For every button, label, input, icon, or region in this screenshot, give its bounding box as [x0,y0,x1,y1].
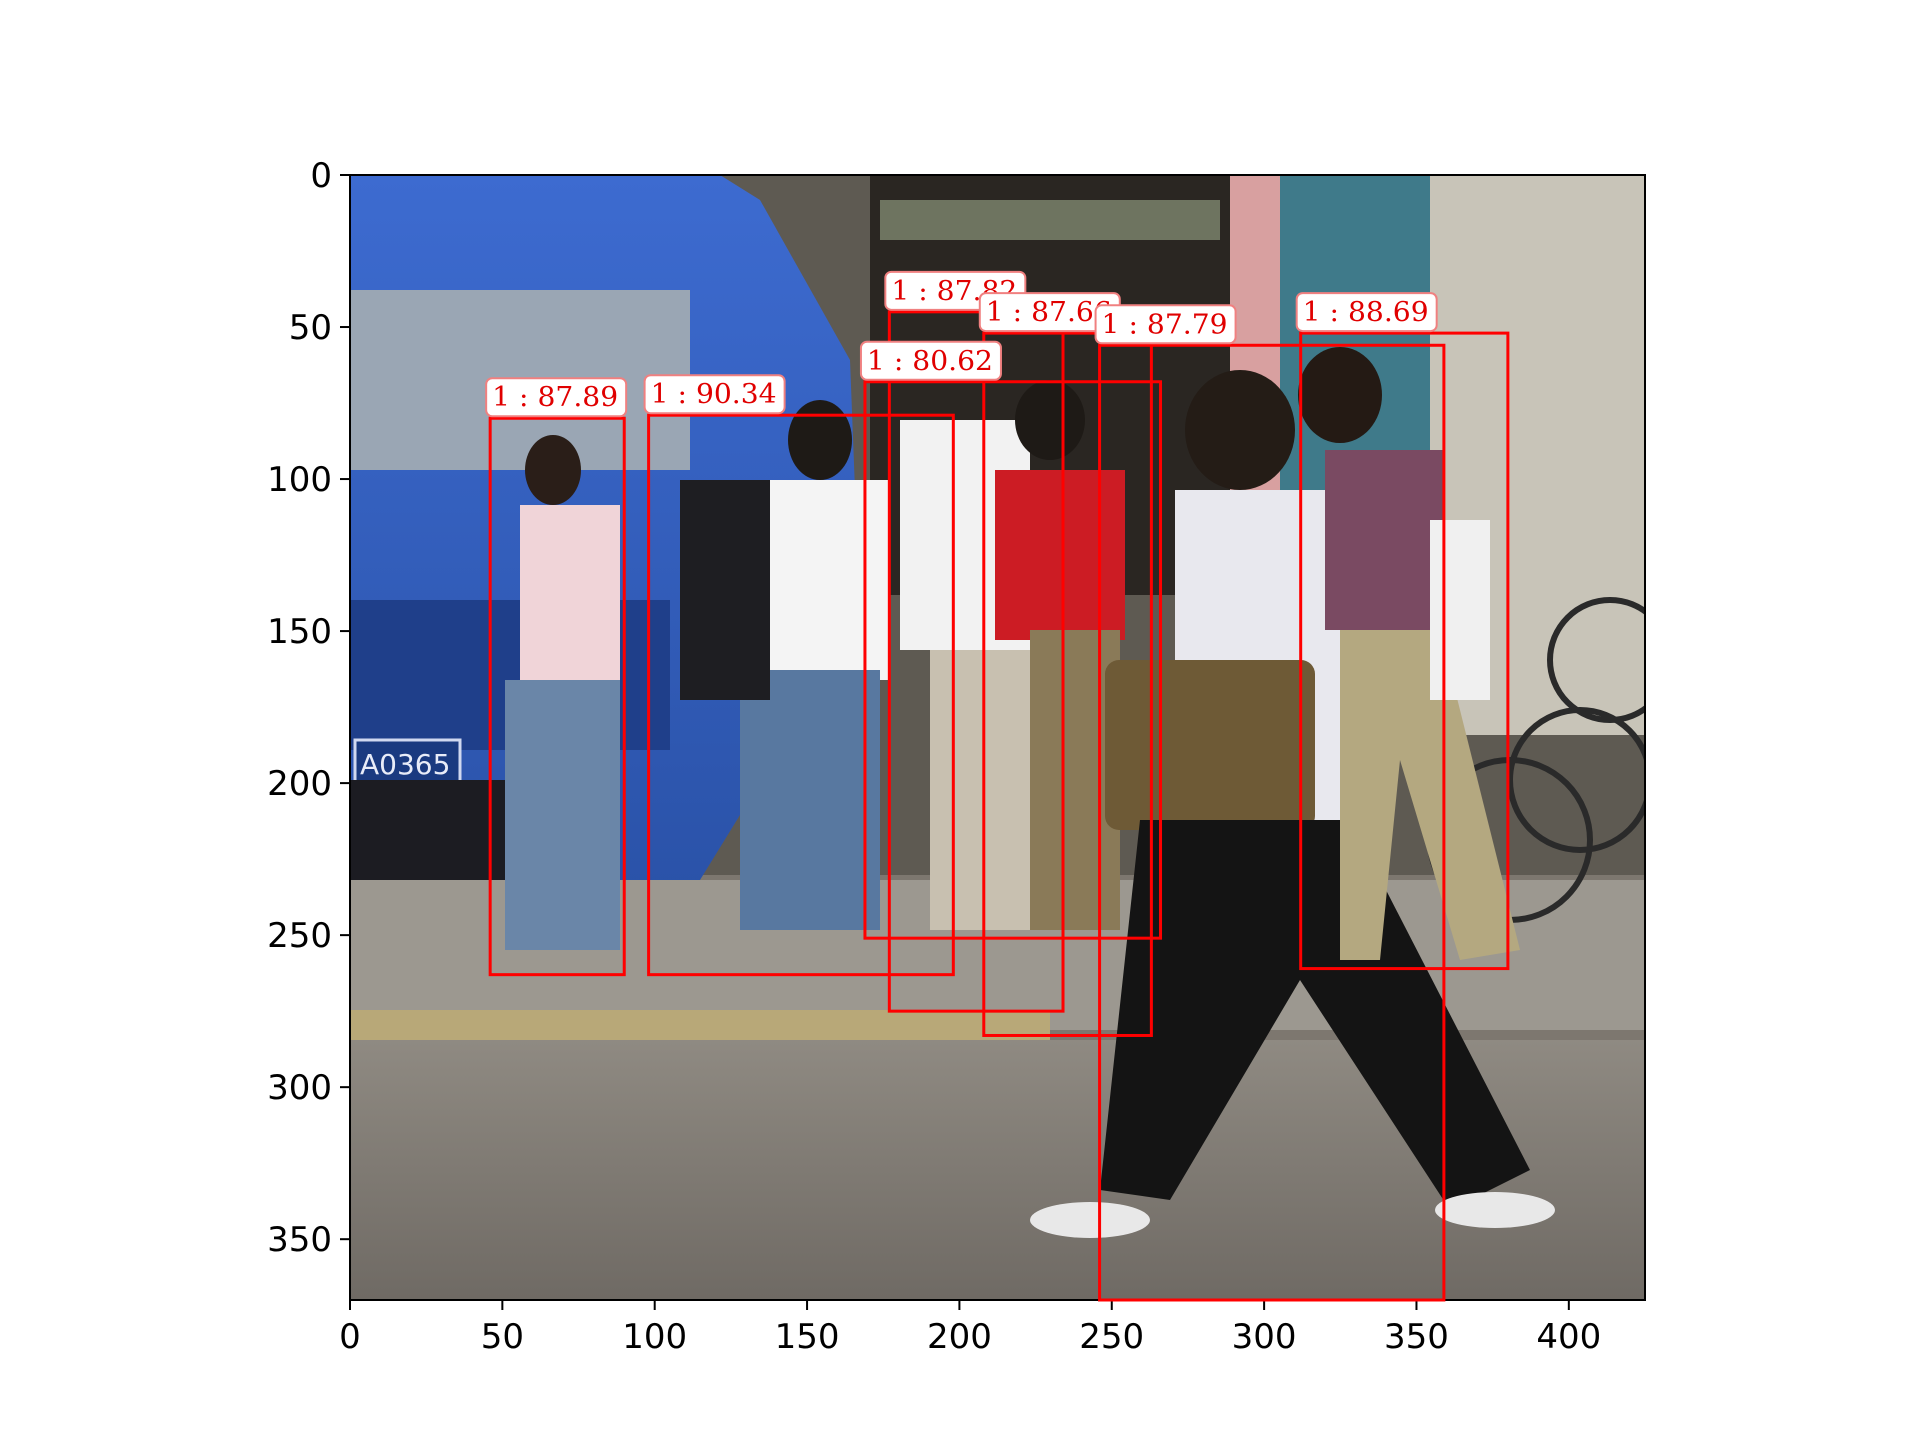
x-tick-label: 150 [775,1317,840,1357]
y-tick-label: 0 [310,156,332,196]
detection-label-bg [1295,292,1438,333]
detection-label: 1 : 80.62 [867,346,993,377]
detection-box [1098,343,1446,1302]
x-tick-label: 400 [1536,1317,1601,1357]
x-tick-label: 200 [927,1317,992,1357]
x-tick-label: 0 [339,1317,361,1357]
detection-label: 1 : 88.69 [1303,297,1429,328]
detection-label: 1 : 87.79 [1102,309,1228,340]
detection-box [887,310,1065,1013]
x-tick-label: 300 [1232,1317,1297,1357]
y-tick-label: 200 [267,764,332,804]
y-axis: 0 50 100 150 200 250 300 350 [267,156,350,1260]
street-photo: A0365 [350,175,1645,1300]
detection-label-bg [485,377,628,418]
x-axis: 0 50 100 150 200 250 300 350 400 [339,1300,1601,1357]
y-tick-label: 250 [267,916,332,956]
detection-box [647,413,955,977]
x-tick-label: 100 [622,1317,687,1357]
detection-boxes: 1 : 87.89 1 : 90.341 : 80.621 : 87.821 : … [485,270,1510,1302]
y-tick-label: 150 [267,612,332,652]
detection-label: 1 : 87.66 [986,297,1112,328]
detection-label: 1 : 90.34 [651,379,777,410]
detection-box [1299,331,1510,971]
detection-label: 1 : 87.89 [492,382,618,413]
axes-frame [349,174,1646,1301]
svg-text:A0365: A0365 [360,748,450,781]
detection-label-bg [1094,304,1237,345]
detection-label-bg [643,374,786,415]
detection-box [863,380,1163,940]
y-tick-label: 50 [289,308,332,348]
x-tick-label: 250 [1079,1317,1144,1357]
y-tick-label: 100 [267,460,332,500]
y-tick-label: 350 [267,1220,332,1260]
detection-label-bg [859,340,1002,381]
x-tick-label: 50 [481,1317,524,1357]
detection-box [488,416,626,977]
x-tick-label: 350 [1384,1317,1449,1357]
y-tick-label: 300 [267,1068,332,1108]
detection-box [982,331,1153,1037]
